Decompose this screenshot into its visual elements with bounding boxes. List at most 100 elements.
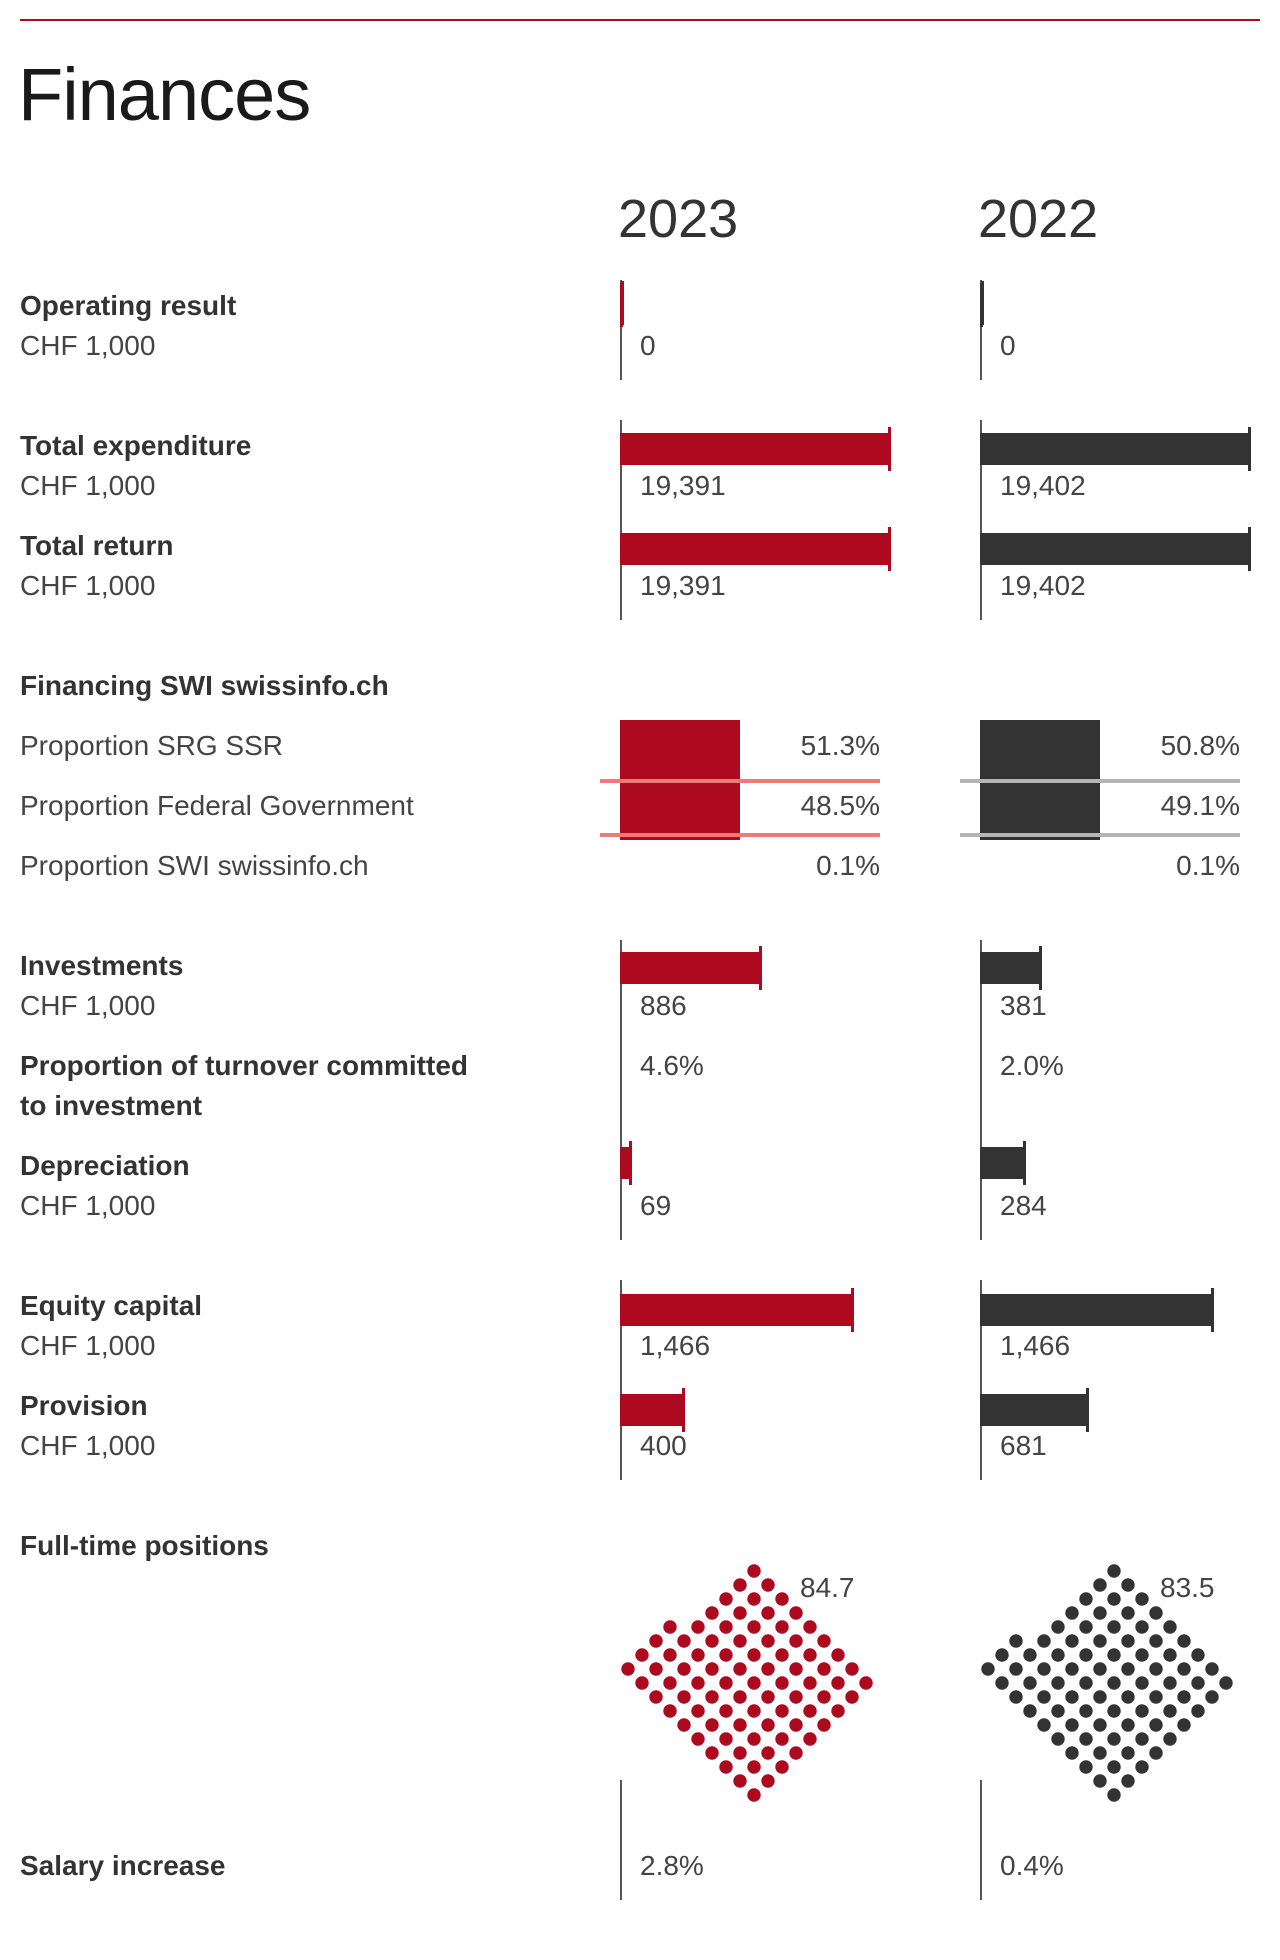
financing-label: Proportion Federal Government	[20, 790, 414, 821]
salary-value: 0.4%	[1000, 1850, 1064, 1881]
fte-dot	[649, 1634, 663, 1648]
bar-end-marker	[1086, 1388, 1090, 1432]
fte-dot	[1093, 1718, 1107, 1732]
fte-dot	[691, 1648, 705, 1662]
fte-dot	[817, 1662, 831, 1676]
bar-end-marker	[1248, 527, 1251, 571]
value-bar	[980, 1294, 1214, 1326]
fte-dot	[1009, 1662, 1023, 1676]
fte-dot	[1191, 1648, 1205, 1662]
fte-dot	[733, 1662, 747, 1676]
fte-dot	[1093, 1746, 1107, 1760]
financing-value: 0.1%	[816, 850, 880, 881]
fte-dot	[1051, 1704, 1065, 1718]
row-unit: CHF 1,000	[20, 990, 156, 1021]
fte-dot	[1191, 1704, 1205, 1718]
fte-dot	[1037, 1662, 1051, 1676]
axis-line	[980, 1780, 982, 1900]
axis-line	[620, 1780, 622, 1900]
top-rule	[20, 19, 1260, 21]
fte-dot	[747, 1620, 761, 1634]
row-unit: CHF 1,000	[20, 1430, 156, 1461]
value-bar	[980, 1147, 1026, 1179]
fte-dot	[705, 1662, 719, 1676]
row-value: 19,391	[640, 570, 726, 601]
fte-dot	[691, 1676, 705, 1690]
fte-dot	[775, 1760, 789, 1774]
row-value: 19,402	[1000, 570, 1086, 601]
row-unit: CHF 1,000	[20, 1190, 156, 1221]
fte-dot	[733, 1774, 747, 1788]
fte-dot	[691, 1704, 705, 1718]
fte-dot	[649, 1690, 663, 1704]
fte-dot	[775, 1592, 789, 1606]
fte-dot	[1177, 1690, 1191, 1704]
bar-end-marker	[887, 527, 891, 571]
fte-dot	[1135, 1592, 1149, 1606]
fte-dot	[1079, 1648, 1093, 1662]
value-bar	[980, 1394, 1089, 1426]
fte-dot	[1065, 1634, 1079, 1648]
axis-line	[620, 940, 622, 1240]
fte-dot	[1163, 1620, 1177, 1634]
fte-dot	[719, 1732, 733, 1746]
fte-dot	[859, 1676, 873, 1690]
fte-dot	[719, 1648, 733, 1662]
fte-dot	[789, 1634, 803, 1648]
value-bar	[980, 433, 1250, 465]
fte-dot	[705, 1690, 719, 1704]
fte-dot	[761, 1578, 775, 1592]
fte-dot	[649, 1662, 663, 1676]
fte-dot	[1149, 1746, 1163, 1760]
fte-dot	[1163, 1676, 1177, 1690]
row-value: 2.0%	[1000, 1050, 1064, 1081]
fte-dot	[719, 1760, 733, 1774]
fte-dot	[761, 1634, 775, 1648]
fte-dot	[1149, 1662, 1163, 1676]
row-label: Equity capital	[20, 1290, 203, 1321]
value-bar	[620, 533, 890, 565]
fte-dot	[1177, 1662, 1191, 1676]
fte-dot	[1177, 1718, 1191, 1732]
row-unit: CHF 1,000	[20, 330, 156, 361]
fte-dot	[733, 1746, 747, 1760]
fte-dot	[663, 1648, 677, 1662]
fulltime-value: 83.5	[1160, 1572, 1215, 1603]
value-bar	[980, 533, 1250, 565]
fte-dot	[1037, 1718, 1051, 1732]
fte-dot	[761, 1690, 775, 1704]
bar-end-marker	[1211, 1288, 1215, 1332]
value-bar	[980, 952, 1041, 984]
fte-dot	[733, 1578, 747, 1592]
row-label: Proportion of turnover committed	[20, 1050, 468, 1081]
fte-dot	[677, 1634, 691, 1648]
row-label: Operating result	[20, 290, 237, 321]
fte-dot	[1037, 1634, 1051, 1648]
fte-dot	[677, 1718, 691, 1732]
financing-value: 50.8%	[1160, 730, 1240, 761]
financing-divider	[960, 833, 1240, 837]
fte-dot	[1023, 1676, 1037, 1690]
fte-dot	[803, 1648, 817, 1662]
financing-divider	[600, 779, 880, 783]
fte-dot	[995, 1648, 1009, 1662]
fte-dot	[789, 1662, 803, 1676]
fte-dot	[845, 1690, 859, 1704]
fte-dot	[761, 1662, 775, 1676]
fte-dot	[1149, 1634, 1163, 1648]
fte-dot	[1107, 1788, 1121, 1802]
fte-dot	[1121, 1578, 1135, 1592]
fte-dot	[635, 1676, 649, 1690]
fte-dot	[1149, 1718, 1163, 1732]
fte-dot	[1051, 1620, 1065, 1634]
row-value: 1,466	[1000, 1330, 1071, 1361]
fte-dot	[1107, 1564, 1121, 1578]
fte-dot	[831, 1648, 845, 1662]
fte-dot	[1009, 1634, 1023, 1648]
row-value: 284	[1000, 1190, 1047, 1221]
fulltime-label: Full-time positions	[20, 1530, 269, 1561]
fte-dot	[663, 1620, 677, 1634]
fte-dot	[1065, 1606, 1079, 1620]
fte-dot	[1219, 1676, 1233, 1690]
fte-dot	[803, 1676, 817, 1690]
